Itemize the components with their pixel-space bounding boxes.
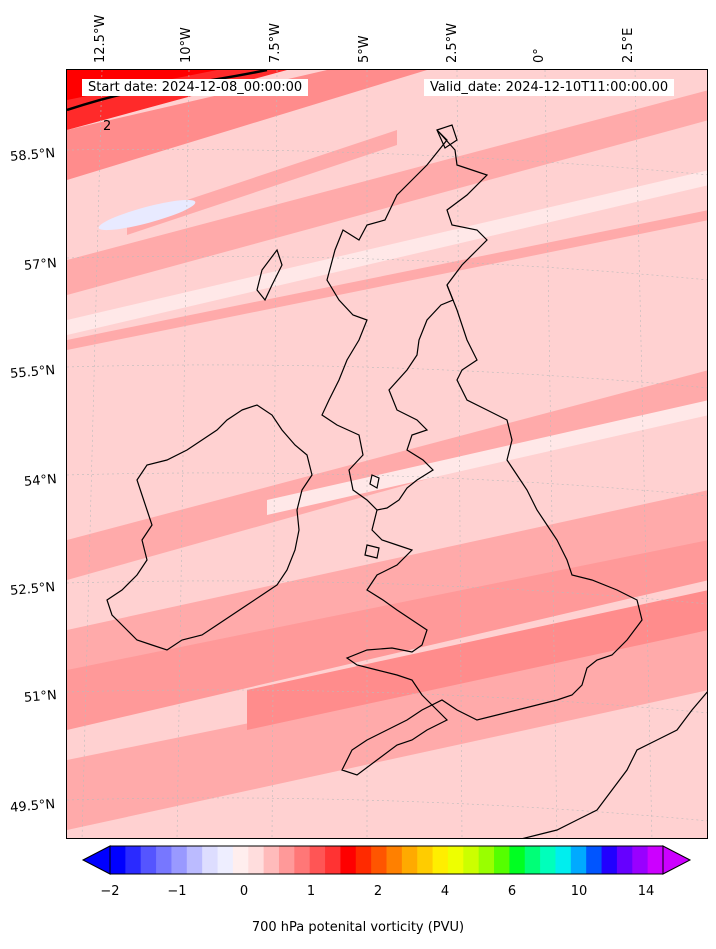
colorbar-cell: [309, 846, 326, 874]
colorbar-cell: [386, 846, 403, 874]
colorbar-cell: [232, 846, 249, 874]
colorbar-cell: [278, 846, 295, 874]
colorbar-frame: [109, 845, 664, 875]
colorbar-cell: [140, 846, 157, 874]
colorbar-cell: [570, 846, 587, 874]
map-panel: 2: [66, 69, 708, 839]
colorbar-cell: [601, 846, 618, 874]
colorbar-cell: [401, 846, 418, 874]
lat-label-57n: 57°N: [23, 256, 58, 274]
lon-label-12-5w: 12.5°W: [93, 14, 108, 63]
colorbar-cell: [616, 846, 633, 874]
colorbar-cell: [540, 846, 556, 874]
lat-label-54n: 54°N: [23, 472, 58, 490]
pv-map: 2: [67, 70, 707, 838]
colorbar-cell: [355, 846, 372, 874]
colorbar-cell: [202, 846, 219, 874]
colorbar-tick-label: 1: [306, 884, 316, 899]
colorbar-cell: [447, 846, 464, 874]
band-medium-north: [67, 90, 707, 295]
colorbar-cell: [524, 846, 541, 874]
colorbar-cell: [186, 846, 203, 874]
colorbar: [81, 845, 692, 875]
colorbar-cell: [647, 846, 664, 874]
colorbar-cell: [632, 846, 649, 874]
colorbar-cell: [110, 846, 126, 874]
coastlines: [106, 124, 707, 838]
colorbar-tick-label: −1: [167, 884, 187, 899]
lon-label-10w: 10°W: [179, 27, 194, 63]
lon-label-0: 0°: [532, 48, 547, 63]
contour-label: 2: [103, 119, 111, 134]
coastline-ireland: [106, 404, 313, 651]
colorbar-cell: [156, 846, 172, 874]
colorbar-cell: [340, 846, 357, 874]
colorbar-tick-label: 4: [440, 884, 450, 899]
band-strong-south: [67, 540, 707, 730]
lat-label-55-5n: 55.5°N: [9, 363, 56, 382]
colorbar-cell: [509, 846, 526, 874]
colorbar-tick-label: −2: [100, 884, 120, 899]
coastline-orkney: [436, 124, 458, 149]
colorbar-cell: [417, 846, 434, 874]
band-medium-north-2: [127, 130, 397, 235]
coastline-france: [522, 691, 707, 838]
coastline-hebrides: [256, 248, 283, 302]
colorbar-cell: [294, 846, 311, 874]
coastline-anglesey: [364, 544, 380, 559]
colorbar-tick-label: 2: [373, 884, 383, 899]
band-strong-channel: [247, 590, 707, 730]
colorbar-tick-label: 10: [570, 884, 588, 899]
colorbar-cell: [248, 846, 265, 874]
colorbar-cell: [263, 846, 280, 874]
colorbar-tick-label: 6: [507, 884, 517, 899]
coastline-great-britain: [321, 129, 489, 511]
lon-label-2-5w: 2.5°W: [445, 22, 460, 63]
lon-label-7-5w: 7.5°W: [268, 22, 283, 63]
colorbar-cell: [478, 846, 495, 874]
band-strong-north: [67, 70, 427, 180]
lat-label-51n: 51°N: [23, 688, 58, 706]
coastline-isle-of-man: [369, 474, 380, 489]
lat-label-58-5n: 58.5°N: [9, 146, 56, 165]
colorbar-cell: [325, 846, 341, 874]
graticule: [67, 70, 707, 838]
lat-label-49-5n: 49.5°N: [9, 797, 56, 816]
colorbar-cell: [463, 846, 480, 874]
colorbar-cell: [555, 846, 572, 874]
colorbar-cell: [586, 846, 603, 874]
patch-blue: [98, 199, 196, 231]
colorbar-cell: [494, 846, 510, 874]
coastline-england: [341, 284, 643, 776]
lat-label-52-5n: 52.5°N: [9, 580, 56, 599]
colorbar-min-arrow: [81, 845, 111, 875]
start-date-box: Start date: 2024-12-08_00:00:00: [82, 79, 309, 96]
colorbar-max-arrow: [662, 845, 692, 875]
colorbar-tick-label: 0: [239, 884, 249, 899]
colorbar-cell: [125, 846, 142, 874]
lon-label-5w: 5°W: [357, 35, 372, 63]
colorbar-label: 700 hPa potenital vorticity (PVU): [251, 920, 465, 935]
band-medium-north-3: [67, 210, 707, 350]
colorbar-cell: [171, 846, 188, 874]
colorbar-tick-label: 14: [637, 884, 655, 899]
lon-label-2-5e: 2.5°E: [621, 27, 636, 63]
colorbar-cell: [432, 846, 449, 874]
colorbar-cell: [217, 846, 234, 874]
colorbar-cell: [371, 846, 387, 874]
valid-date-box: Valid_date: 2024-12-10T11:00:00.00: [424, 79, 675, 96]
